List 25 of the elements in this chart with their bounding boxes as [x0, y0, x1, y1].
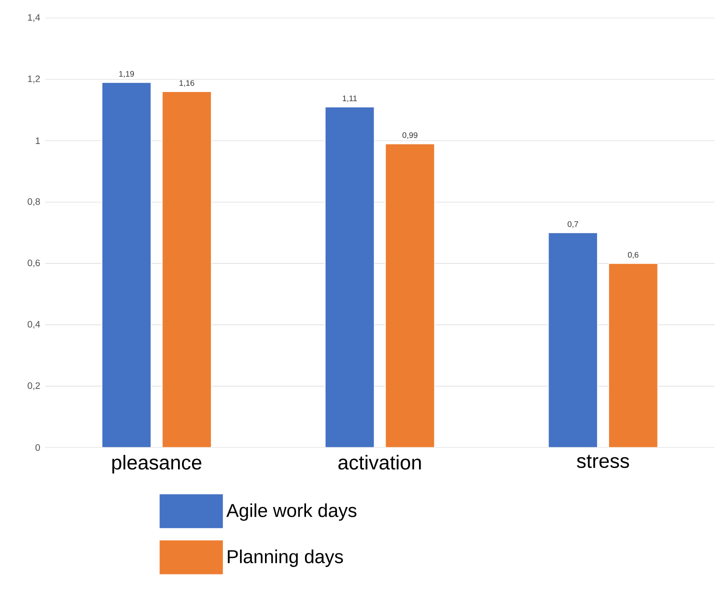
bar [548, 232, 598, 448]
bar [385, 143, 435, 448]
y-tick-label: 0 [35, 444, 40, 451]
x-tick-label: stress [576, 454, 629, 468]
y-tick-label: 0,2 [28, 382, 40, 390]
bar [324, 106, 375, 448]
bar [162, 91, 212, 448]
x-tick-label: activation [338, 454, 421, 470]
data-label: 1,16 [180, 80, 194, 87]
y-tick-label: 1,4 [28, 14, 40, 22]
legend-label: Agile work days [226, 503, 356, 521]
y-tick-label: 0,4 [28, 320, 40, 329]
bar [102, 82, 152, 448]
data-label: 1,19 [119, 70, 134, 78]
bar [608, 262, 658, 448]
y-tick-label: 1,2 [28, 75, 40, 84]
data-label: 1,11 [342, 95, 357, 102]
y-tick-label: 0,8 [28, 198, 40, 206]
data-label: 0,99 [402, 132, 418, 139]
y-tick-label: 1 [36, 137, 40, 144]
data-label: 0,7 [568, 221, 578, 228]
y-tick-label: 0,6 [28, 259, 40, 268]
x-tick-label: pleasance [112, 454, 202, 474]
legend-label: Planning days [228, 549, 343, 567]
data-label: 0,6 [628, 252, 638, 258]
